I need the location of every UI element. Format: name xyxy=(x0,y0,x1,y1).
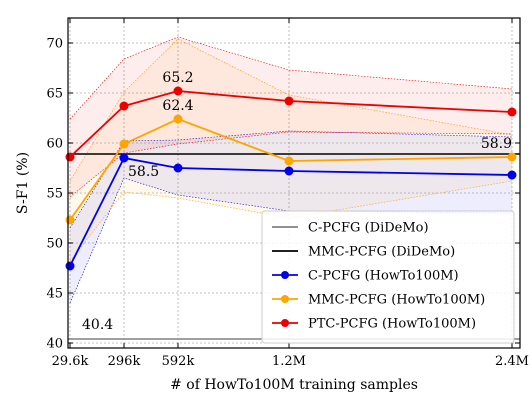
band-c-pcfg-howto100m- xyxy=(70,131,512,303)
plot-frame xyxy=(67,17,521,349)
band-ptc-pcfg-howto100m- xyxy=(70,37,512,197)
y-tick-label: 65 xyxy=(46,87,63,102)
y-tick-label: 40 xyxy=(46,337,63,352)
y-tick-label: 70 xyxy=(46,37,63,52)
data-point xyxy=(284,96,294,106)
y-tick-label: 55 xyxy=(46,187,63,202)
reference-label: 40.4 xyxy=(82,317,113,333)
legend-label: PTC-PCFG (HowTo100M) xyxy=(308,317,476,332)
x-tick-label: 29.6k xyxy=(52,354,89,369)
data-point xyxy=(65,152,75,162)
data-point xyxy=(173,114,183,124)
legend-box xyxy=(261,210,515,344)
legend-label: MMC-PCFG (HowTo100M) xyxy=(308,293,485,308)
x-tick-label: 1.2M xyxy=(272,354,306,369)
data-point xyxy=(65,215,75,225)
y-tick-label: 50 xyxy=(46,237,63,252)
data-point xyxy=(173,163,183,173)
data-point xyxy=(119,153,129,163)
legend: C-PCFG (DiDeMo) MMC-PCFG (DiDeMo) C-PCFG (… xyxy=(261,210,515,344)
legend-marker xyxy=(281,271,289,279)
x-tick-label: 2.4M xyxy=(495,354,529,369)
x-axis-title: # of HowTo100M training samples xyxy=(170,377,418,393)
series-points xyxy=(65,86,517,271)
y-axis-ticks: 40 45 50 55 60 65 70 xyxy=(46,37,520,352)
legend-marker xyxy=(281,295,289,303)
x-tick-label: 592k xyxy=(162,354,195,369)
band-upper-edge xyxy=(69,36,513,120)
data-point xyxy=(119,139,129,149)
data-label: 65.2 xyxy=(162,70,193,86)
y-axis-title: S-F1 (%) xyxy=(15,152,31,214)
band-lower-edge xyxy=(69,180,513,262)
band-upper-edge xyxy=(69,38,513,182)
legend-label: C-PCFG (DiDeMo) xyxy=(308,221,429,236)
legend-label: MMC-PCFG (DiDeMo) xyxy=(308,245,455,260)
data-point xyxy=(507,170,517,180)
band-lower-edge xyxy=(69,131,513,198)
data-point xyxy=(119,101,129,111)
reference-label: 58.9 xyxy=(481,136,512,152)
band-upper-edge xyxy=(69,130,513,229)
data-point xyxy=(507,107,517,117)
y-tick-label: 45 xyxy=(46,287,63,302)
data-labels: 40.4 58.9 58.5 62.4 65.2 xyxy=(82,70,512,333)
data-point xyxy=(507,152,517,162)
data-point xyxy=(65,261,75,271)
data-label: 58.5 xyxy=(128,164,159,180)
legend-marker xyxy=(281,319,289,327)
legend-label: C-PCFG (HowTo100M) xyxy=(308,269,459,284)
x-axis-ticks: 29.6k 296k 592k 1.2M 2.4M xyxy=(52,18,529,369)
data-point xyxy=(173,86,183,96)
data-label: 62.4 xyxy=(162,98,193,114)
data-point xyxy=(284,166,294,176)
data-point xyxy=(284,156,294,166)
x-tick-label: 296k xyxy=(108,354,141,369)
y-tick-label: 60 xyxy=(46,137,63,152)
